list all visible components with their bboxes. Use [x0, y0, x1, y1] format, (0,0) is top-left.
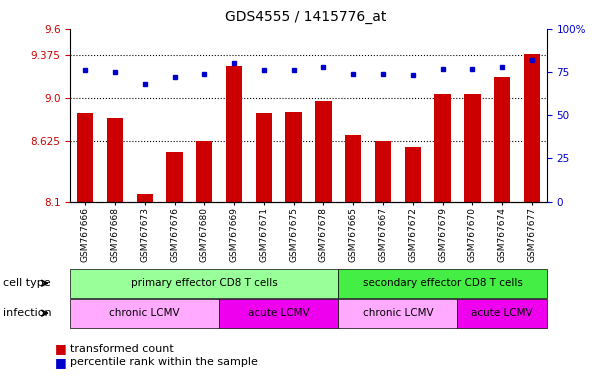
- Text: acute LCMV: acute LCMV: [248, 308, 310, 318]
- Bar: [524, 54, 540, 202]
- Bar: [196, 141, 213, 202]
- Bar: [285, 112, 302, 202]
- Text: chronic LCMV: chronic LCMV: [109, 308, 180, 318]
- Text: transformed count: transformed count: [70, 344, 174, 354]
- Text: GDS4555 / 1415776_at: GDS4555 / 1415776_at: [225, 10, 386, 23]
- Bar: [315, 101, 332, 202]
- Text: ■: ■: [55, 356, 67, 369]
- Text: ■: ■: [55, 342, 67, 355]
- Text: infection: infection: [3, 308, 52, 318]
- Bar: [226, 66, 243, 202]
- Text: chronic LCMV: chronic LCMV: [362, 308, 433, 318]
- Text: primary effector CD8 T cells: primary effector CD8 T cells: [131, 278, 277, 288]
- Bar: [345, 135, 362, 202]
- Bar: [107, 118, 123, 202]
- Bar: [166, 152, 183, 202]
- Bar: [375, 141, 391, 202]
- Bar: [464, 94, 481, 202]
- Bar: [404, 147, 421, 202]
- Text: secondary effector CD8 T cells: secondary effector CD8 T cells: [363, 278, 522, 288]
- Text: percentile rank within the sample: percentile rank within the sample: [70, 357, 258, 367]
- Bar: [494, 77, 510, 202]
- Bar: [136, 194, 153, 202]
- Text: cell type: cell type: [3, 278, 51, 288]
- Bar: [255, 113, 272, 202]
- Bar: [434, 94, 451, 202]
- Text: acute LCMV: acute LCMV: [471, 308, 533, 318]
- Bar: [77, 113, 93, 202]
